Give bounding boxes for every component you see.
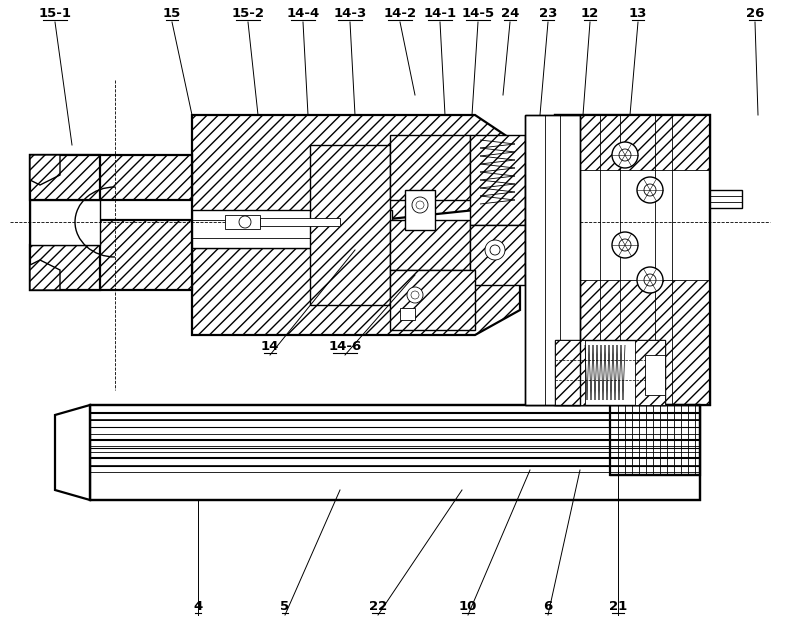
Bar (555, 340, 665, 405)
Text: 14-2: 14-2 (383, 7, 417, 20)
Text: 23: 23 (539, 7, 557, 20)
Circle shape (637, 177, 663, 203)
Circle shape (612, 232, 638, 258)
Bar (390, 220, 470, 270)
Text: 10: 10 (459, 600, 477, 613)
Circle shape (239, 216, 251, 228)
Bar (525, 115, 580, 405)
Bar (470, 225, 525, 285)
Text: 14-4: 14-4 (286, 7, 320, 20)
Circle shape (612, 142, 638, 168)
Bar (555, 115, 710, 405)
Text: 14-6: 14-6 (328, 340, 362, 353)
Text: 14-3: 14-3 (334, 7, 366, 20)
Bar (390, 135, 470, 200)
Bar (555, 115, 710, 170)
Text: 12: 12 (581, 7, 599, 20)
Circle shape (644, 184, 656, 196)
Bar (30, 200, 100, 245)
Polygon shape (30, 155, 100, 200)
Bar (555, 340, 585, 405)
Circle shape (416, 201, 424, 209)
Polygon shape (55, 405, 90, 500)
Text: 15-1: 15-1 (38, 7, 71, 20)
Circle shape (412, 197, 428, 213)
Text: 22: 22 (369, 600, 387, 613)
Text: 14-1: 14-1 (423, 7, 457, 20)
Bar (400, 308, 415, 320)
Bar (405, 190, 435, 230)
Bar (470, 135, 525, 225)
Bar (192, 210, 392, 248)
Circle shape (619, 239, 631, 251)
Text: 6: 6 (543, 600, 553, 613)
Circle shape (644, 274, 656, 286)
Text: 14-5: 14-5 (462, 7, 494, 20)
Text: 15-2: 15-2 (231, 7, 265, 20)
Text: 26: 26 (746, 7, 764, 20)
Circle shape (490, 245, 500, 255)
Bar (610, 405, 700, 475)
Polygon shape (30, 245, 100, 290)
Polygon shape (192, 248, 520, 335)
Bar (525, 115, 580, 405)
Polygon shape (30, 155, 60, 185)
Circle shape (411, 291, 419, 299)
Text: 4: 4 (194, 600, 202, 613)
Bar (90, 405, 700, 500)
Bar (645, 355, 665, 395)
Bar (555, 280, 710, 405)
Text: 5: 5 (281, 600, 290, 613)
Polygon shape (30, 155, 192, 290)
Text: 15: 15 (163, 7, 181, 20)
Bar (710, 190, 742, 208)
Circle shape (619, 149, 631, 161)
Polygon shape (30, 260, 60, 290)
Bar (90, 405, 700, 500)
Text: 21: 21 (609, 600, 627, 613)
Bar (635, 340, 665, 405)
Bar (310, 145, 390, 305)
Circle shape (407, 287, 423, 303)
Text: 14: 14 (261, 340, 279, 353)
Text: 13: 13 (629, 7, 647, 20)
Circle shape (637, 267, 663, 293)
Circle shape (485, 240, 505, 260)
Text: 24: 24 (501, 7, 519, 20)
Polygon shape (192, 115, 520, 248)
Bar (555, 115, 710, 405)
Bar (260, 218, 340, 226)
Bar (390, 270, 475, 330)
Bar (225, 215, 260, 229)
